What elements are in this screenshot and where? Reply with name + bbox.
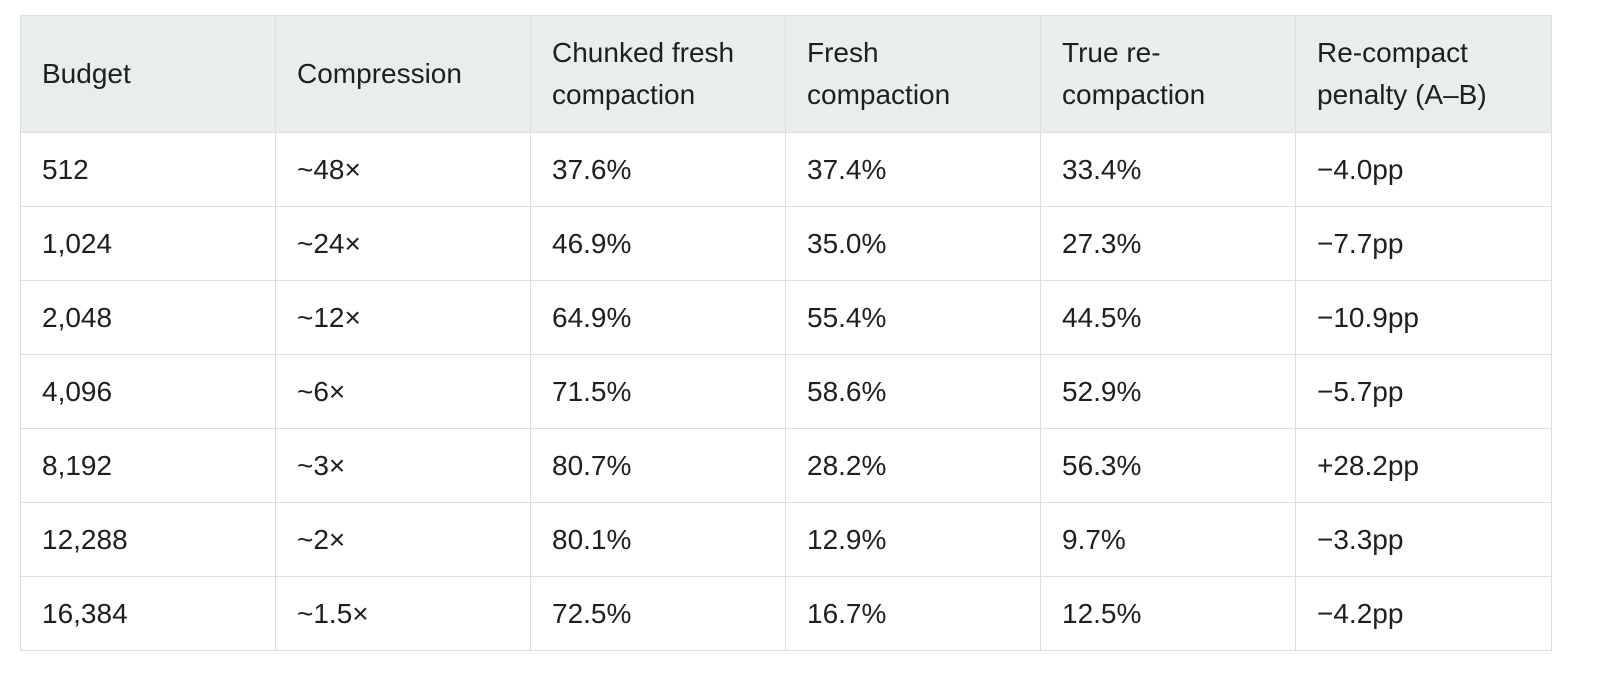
- cell-budget: 16,384: [20, 576, 276, 651]
- cell-true-re-compaction: 33.4%: [1040, 132, 1296, 207]
- cell-chunked-fresh: 37.6%: [530, 132, 786, 207]
- table-row: 4,096 ~6× 71.5% 58.6% 52.9% −5.7pp: [20, 354, 1552, 429]
- cell-budget: 4,096: [20, 354, 276, 429]
- cell-penalty: −3.3pp: [1295, 502, 1552, 577]
- cell-true-re-compaction: 56.3%: [1040, 428, 1296, 503]
- cell-true-re-compaction: 52.9%: [1040, 354, 1296, 429]
- cell-chunked-fresh: 80.1%: [530, 502, 786, 577]
- header-re-compact-penalty: Re-compact penalty (A–B): [1295, 15, 1552, 133]
- table-header: Budget Compression Chunked fresh compact…: [20, 15, 1552, 133]
- cell-budget: 1,024: [20, 206, 276, 281]
- cell-penalty: −7.7pp: [1295, 206, 1552, 281]
- cell-budget: 8,192: [20, 428, 276, 503]
- header-row: Budget Compression Chunked fresh compact…: [20, 15, 1552, 133]
- cell-chunked-fresh: 80.7%: [530, 428, 786, 503]
- cell-true-re-compaction: 9.7%: [1040, 502, 1296, 577]
- cell-fresh: 58.6%: [785, 354, 1041, 429]
- header-fresh-compaction: Fresh compaction: [785, 15, 1041, 133]
- cell-fresh: 55.4%: [785, 280, 1041, 355]
- header-budget: Budget: [20, 15, 276, 133]
- cell-chunked-fresh: 64.9%: [530, 280, 786, 355]
- cell-chunked-fresh: 46.9%: [530, 206, 786, 281]
- results-table: Budget Compression Chunked fresh compact…: [20, 15, 1552, 651]
- cell-fresh: 16.7%: [785, 576, 1041, 651]
- cell-compression: ~1.5×: [275, 576, 531, 651]
- cell-penalty: −10.9pp: [1295, 280, 1552, 355]
- cell-penalty: −4.0pp: [1295, 132, 1552, 207]
- cell-fresh: 12.9%: [785, 502, 1041, 577]
- cell-budget: 512: [20, 132, 276, 207]
- cell-penalty: +28.2pp: [1295, 428, 1552, 503]
- cell-budget: 12,288: [20, 502, 276, 577]
- cell-compression: ~24×: [275, 206, 531, 281]
- cell-true-re-compaction: 44.5%: [1040, 280, 1296, 355]
- cell-compression: ~3×: [275, 428, 531, 503]
- cell-compression: ~48×: [275, 132, 531, 207]
- table-row: 16,384 ~1.5× 72.5% 16.7% 12.5% −4.2pp: [20, 576, 1552, 651]
- cell-penalty: −5.7pp: [1295, 354, 1552, 429]
- table-row: 12,288 ~2× 80.1% 12.9% 9.7% −3.3pp: [20, 502, 1552, 577]
- header-compression: Compression: [275, 15, 531, 133]
- header-true-re-compaction: True re-compaction: [1040, 15, 1296, 133]
- cell-chunked-fresh: 71.5%: [530, 354, 786, 429]
- table-body: 512 ~48× 37.6% 37.4% 33.4% −4.0pp 1,024 …: [20, 132, 1552, 651]
- cell-fresh: 28.2%: [785, 428, 1041, 503]
- cell-compression: ~2×: [275, 502, 531, 577]
- table-row: 512 ~48× 37.6% 37.4% 33.4% −4.0pp: [20, 132, 1552, 207]
- cell-compression: ~6×: [275, 354, 531, 429]
- cell-chunked-fresh: 72.5%: [530, 576, 786, 651]
- results-table-container: Budget Compression Chunked fresh compact…: [20, 15, 1552, 653]
- header-chunked-fresh-compaction: Chunked fresh compaction: [530, 15, 786, 133]
- table-row: 8,192 ~3× 80.7% 28.2% 56.3% +28.2pp: [20, 428, 1552, 503]
- cell-true-re-compaction: 12.5%: [1040, 576, 1296, 651]
- cell-fresh: 35.0%: [785, 206, 1041, 281]
- cell-true-re-compaction: 27.3%: [1040, 206, 1296, 281]
- table-row: 1,024 ~24× 46.9% 35.0% 27.3% −7.7pp: [20, 206, 1552, 281]
- table-row: 2,048 ~12× 64.9% 55.4% 44.5% −10.9pp: [20, 280, 1552, 355]
- cell-compression: ~12×: [275, 280, 531, 355]
- cell-penalty: −4.2pp: [1295, 576, 1552, 651]
- cell-fresh: 37.4%: [785, 132, 1041, 207]
- cell-budget: 2,048: [20, 280, 276, 355]
